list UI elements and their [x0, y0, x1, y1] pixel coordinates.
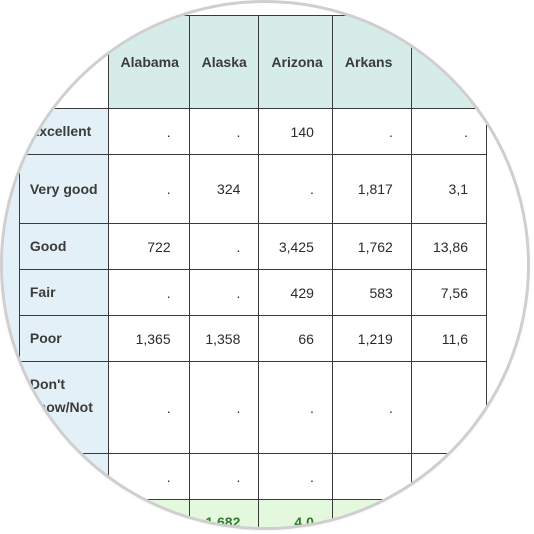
column-header: Arkans	[331, 15, 412, 109]
cell: .	[188, 108, 260, 155]
cell: 3,1	[410, 154, 488, 224]
cell: .	[107, 108, 190, 155]
table-row: Don't know/Not sure . . . .	[3, 361, 488, 454]
cell: .	[188, 223, 260, 270]
corner-cell	[3, 15, 109, 109]
cell: 3,425	[258, 223, 333, 270]
total-cell: 4,0	[258, 499, 333, 527]
row-label: Very good	[18, 154, 109, 224]
row-label: Good	[18, 223, 109, 270]
totals-row: 1,682 4,0	[3, 499, 488, 527]
cell: .	[258, 154, 333, 224]
cell: .	[258, 453, 333, 500]
data-table: Alabama Alaska Arizona Arkans ral ' Exce…	[3, 15, 488, 527]
table-row: ral ' Excellent . . 140 . .	[3, 108, 488, 500]
total-label-cell	[18, 499, 109, 527]
cell: 66	[258, 315, 333, 362]
total-cell	[107, 499, 190, 527]
row-label: Fair	[18, 269, 109, 316]
cell: 13,86	[410, 223, 488, 270]
cell: 1,219	[331, 315, 412, 362]
cell: .	[188, 269, 260, 316]
magnifier-lens: Alabama Alaska Arizona Arkans ral ' Exce…	[3, 3, 527, 527]
total-cell	[331, 499, 412, 527]
row-group-label: ral '	[3, 108, 20, 500]
cell: 722	[107, 223, 190, 270]
cell: .	[107, 453, 190, 500]
column-header: Alabama	[107, 15, 190, 109]
cell: 11,6	[410, 315, 488, 362]
cell: .	[107, 361, 190, 454]
table-row: Very good . 324 . 1,817 3,1	[3, 154, 488, 224]
cell: .	[107, 269, 190, 316]
cell: 429	[258, 269, 333, 316]
cell: 140	[258, 108, 333, 155]
cell	[410, 361, 488, 454]
total-cell: 1,682	[188, 499, 260, 527]
table-row: Poor 1,365 1,358 66 1,219 11,6	[3, 315, 488, 362]
table-row: Good 722 . 3,425 1,762 13,86	[3, 223, 488, 270]
cell	[331, 453, 412, 500]
cell: 583	[331, 269, 412, 316]
total-label-cell	[3, 499, 20, 527]
cell: 1,817	[331, 154, 412, 224]
cell: 1,762	[331, 223, 412, 270]
cell: 7,56	[410, 269, 488, 316]
cell: .	[331, 361, 412, 454]
cell: .	[188, 453, 260, 500]
cell: 324	[188, 154, 260, 224]
row-label: Poor	[18, 315, 109, 362]
group-label-text-2: '	[3, 389, 19, 411]
column-header-partial	[410, 15, 488, 109]
group-label-text: ral	[3, 367, 19, 389]
header-row: Alabama Alaska Arizona Arkans	[3, 15, 488, 109]
column-header: Arizona	[258, 15, 333, 109]
column-header: Alaska	[188, 15, 260, 109]
cell	[410, 453, 488, 500]
cell: .	[188, 361, 260, 454]
row-label	[18, 453, 109, 500]
total-cell	[410, 499, 488, 527]
cell: .	[331, 108, 412, 155]
row-label: Don't know/Not sure	[18, 361, 109, 454]
cell: 1,358	[188, 315, 260, 362]
cell: 1,365	[107, 315, 190, 362]
cell: .	[410, 108, 488, 155]
cell: .	[258, 361, 333, 454]
row-label: Excellent	[18, 108, 109, 155]
cell: .	[107, 154, 190, 224]
table-row: Fair . . 429 583 7,56	[3, 269, 488, 316]
table-row: . . .	[3, 453, 488, 500]
